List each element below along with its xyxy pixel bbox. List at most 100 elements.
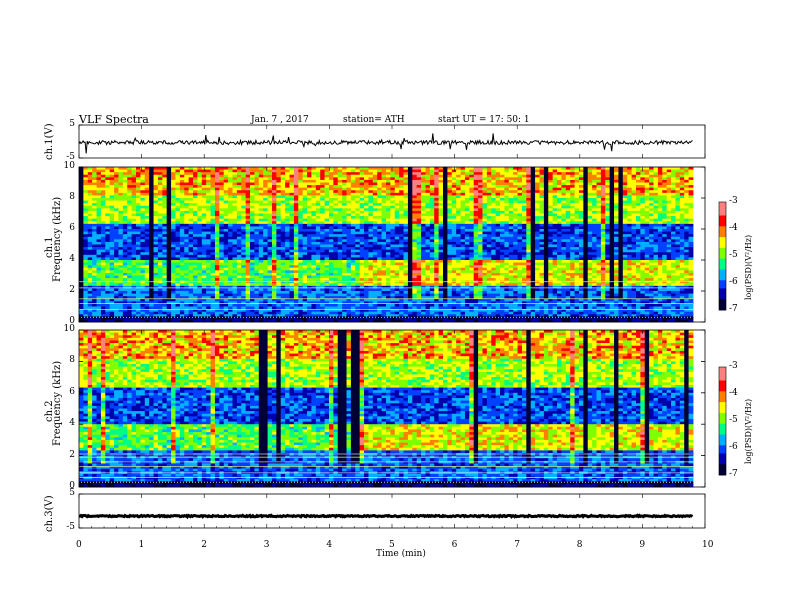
colorbar1-tick-label: -7 [729,304,738,314]
colorbar1-step [719,304,726,308]
colorbar2-step [719,445,726,449]
colorbar1-tick-label: -5 [729,250,738,260]
colorbar1-step [719,264,726,268]
start-time-label: start UT = 17: 50: 1 [438,115,530,125]
colorbar2-step [719,412,726,416]
colorbar1-step [719,204,726,208]
colorbar2-step [719,385,726,389]
colorbar2-step [719,426,726,430]
ch1-spectrogram-ytick-label: 8 [69,192,75,202]
date-label: Jan. 7 , 2017 [251,115,309,125]
colorbar1-step [719,253,726,257]
x-tick-label: 1 [138,540,145,550]
colorbar1-step [719,250,726,254]
colorbar1-step [719,212,726,216]
ch1-spectrogram-ytick-label: 4 [69,254,75,264]
colorbar2-step [719,434,726,438]
x-tick-label: 0 [76,540,82,550]
colorbar2-step [719,388,726,392]
ch1-voltage-axis-label: ch.1(V) [44,123,55,160]
colorbar2-step [719,380,726,384]
colorbar2-step [719,466,726,470]
colorbar1-step [719,280,726,284]
colorbar1-step [719,293,726,297]
colorbar2-tick-label: -4 [729,388,738,398]
colorbar2-label: log(PSD)(V²/Hz) [744,398,753,464]
colorbar2-step [719,439,726,443]
colorbar2-step [719,404,726,408]
colorbar2-step [719,396,726,400]
colorbar1-step [719,215,726,219]
colorbar1-step [719,301,726,305]
colorbar2-step [719,391,726,395]
ch2-spectrogram-ytick-label: 8 [69,355,75,366]
ch1-waveform-frame [78,124,706,159]
colorbar1-step [719,242,726,246]
colorbar2-step [719,429,726,433]
colorbar2-step [719,394,726,398]
colorbar2-step [719,437,726,441]
colorbar1-step [719,231,726,235]
colorbar2-step [719,410,726,414]
colorbar1-step [719,296,726,300]
colorbar1-step [719,210,726,214]
colorbar1-step [719,207,726,211]
colorbar2-step [719,461,726,465]
colorbar1-step [719,277,726,281]
colorbar2-step [719,472,726,476]
x-tick-label: 8 [576,540,583,550]
ch2-spectrogram-ytick-label: 2 [69,449,75,460]
x-tick-label: 7 [514,540,520,550]
ch1-frequency-axis-label: Frequency (kHz) [52,196,63,282]
colorbar1-step [719,261,726,265]
ch2-spectrogram-ytick-label: 10 [63,324,75,334]
ch3-waveform-ytick-label: -5 [66,522,75,532]
colorbar2-tick-label: -5 [729,415,738,425]
x-tick-label: 10 [702,540,714,550]
colorbar2-step [719,372,726,376]
colorbar2-step [719,415,726,419]
colorbar1-tick-label: -6 [729,277,738,287]
ch1-spectrogram-ytick-label: 0 [69,316,75,326]
colorbar2-step [719,383,726,387]
colorbar2-frame [718,366,727,476]
colorbar1-step [719,237,726,241]
colorbar2-step [719,367,726,371]
ch1-spectrogram-heatmap [79,167,694,323]
colorbar2-step [719,458,726,462]
colorbar2-step [719,450,726,454]
x-tick-label: 3 [263,540,270,550]
colorbar1-step [719,291,726,295]
colorbar2-step [719,464,726,468]
colorbar2-step [719,469,726,473]
colorbar1-step [719,299,726,303]
ch2-spectrogram-ytick-label: 0 [69,481,75,491]
ch3-waveform-trace [78,513,694,520]
colorbar2-tick-label: -3 [729,361,738,371]
colorbar1-step [719,274,726,278]
colorbar2-step [719,448,726,452]
x-tick-label: 4 [326,540,333,550]
ch1-waveform-trace [78,133,693,154]
colorbar2-step [719,456,726,460]
x-tick-label: 2 [201,540,207,550]
colorbar1-step [719,239,726,243]
x-tick-label: 9 [639,540,646,550]
colorbar2-step [719,442,726,446]
colorbar1-step [719,288,726,292]
colorbar1-step [719,234,726,238]
colorbar1-step [719,283,726,287]
colorbar1-tick-label: -3 [729,196,738,206]
colorbar1-step [719,245,726,249]
colorbar2-step [719,418,726,422]
ch1-waveform-ytick-label: -5 [66,152,75,162]
x-tick-label: 6 [451,540,458,550]
ch2-spectrogram-heatmap [79,330,694,488]
colorbar1-label: log(PSD)(V²/Hz) [744,234,753,300]
colorbar1-tick-label: -4 [729,223,738,233]
ch2-spectrogram-ytick-label: 6 [69,386,75,397]
colorbar1-step [719,202,726,206]
colorbar1-step [719,218,726,222]
ch3-waveform-frame [78,493,706,529]
